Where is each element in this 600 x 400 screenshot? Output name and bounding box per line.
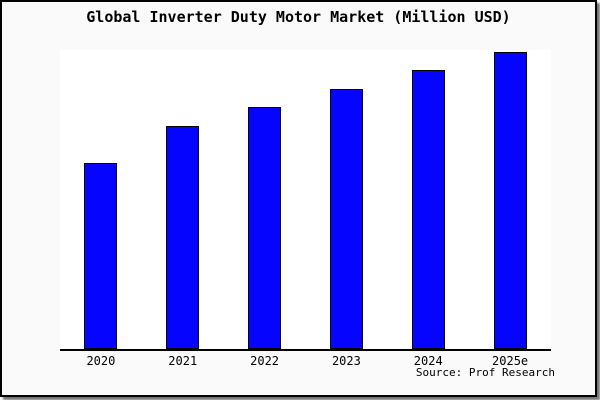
bar-2022 [248, 107, 282, 349]
chart-title: Global Inverter Duty Motor Market (Milli… [86, 8, 511, 26]
x-tick-label-2023: 2023 [331, 354, 361, 368]
bar-2021 [166, 126, 200, 349]
bar-2025e [493, 52, 527, 349]
source-note: Source: Prof Research [415, 366, 555, 379]
bar-2023 [329, 89, 363, 349]
bar-2024 [411, 70, 445, 349]
bar-2020 [84, 163, 118, 349]
x-tick-label-2025e: 2025e [492, 354, 529, 368]
x-tick-label-2021: 2021 [168, 354, 198, 368]
x-tick-label-2020: 2020 [86, 354, 116, 368]
x-tick-label-2022: 2022 [250, 354, 280, 368]
x-tick-label-2024: 2024 [413, 354, 443, 368]
plot-area [60, 50, 551, 351]
